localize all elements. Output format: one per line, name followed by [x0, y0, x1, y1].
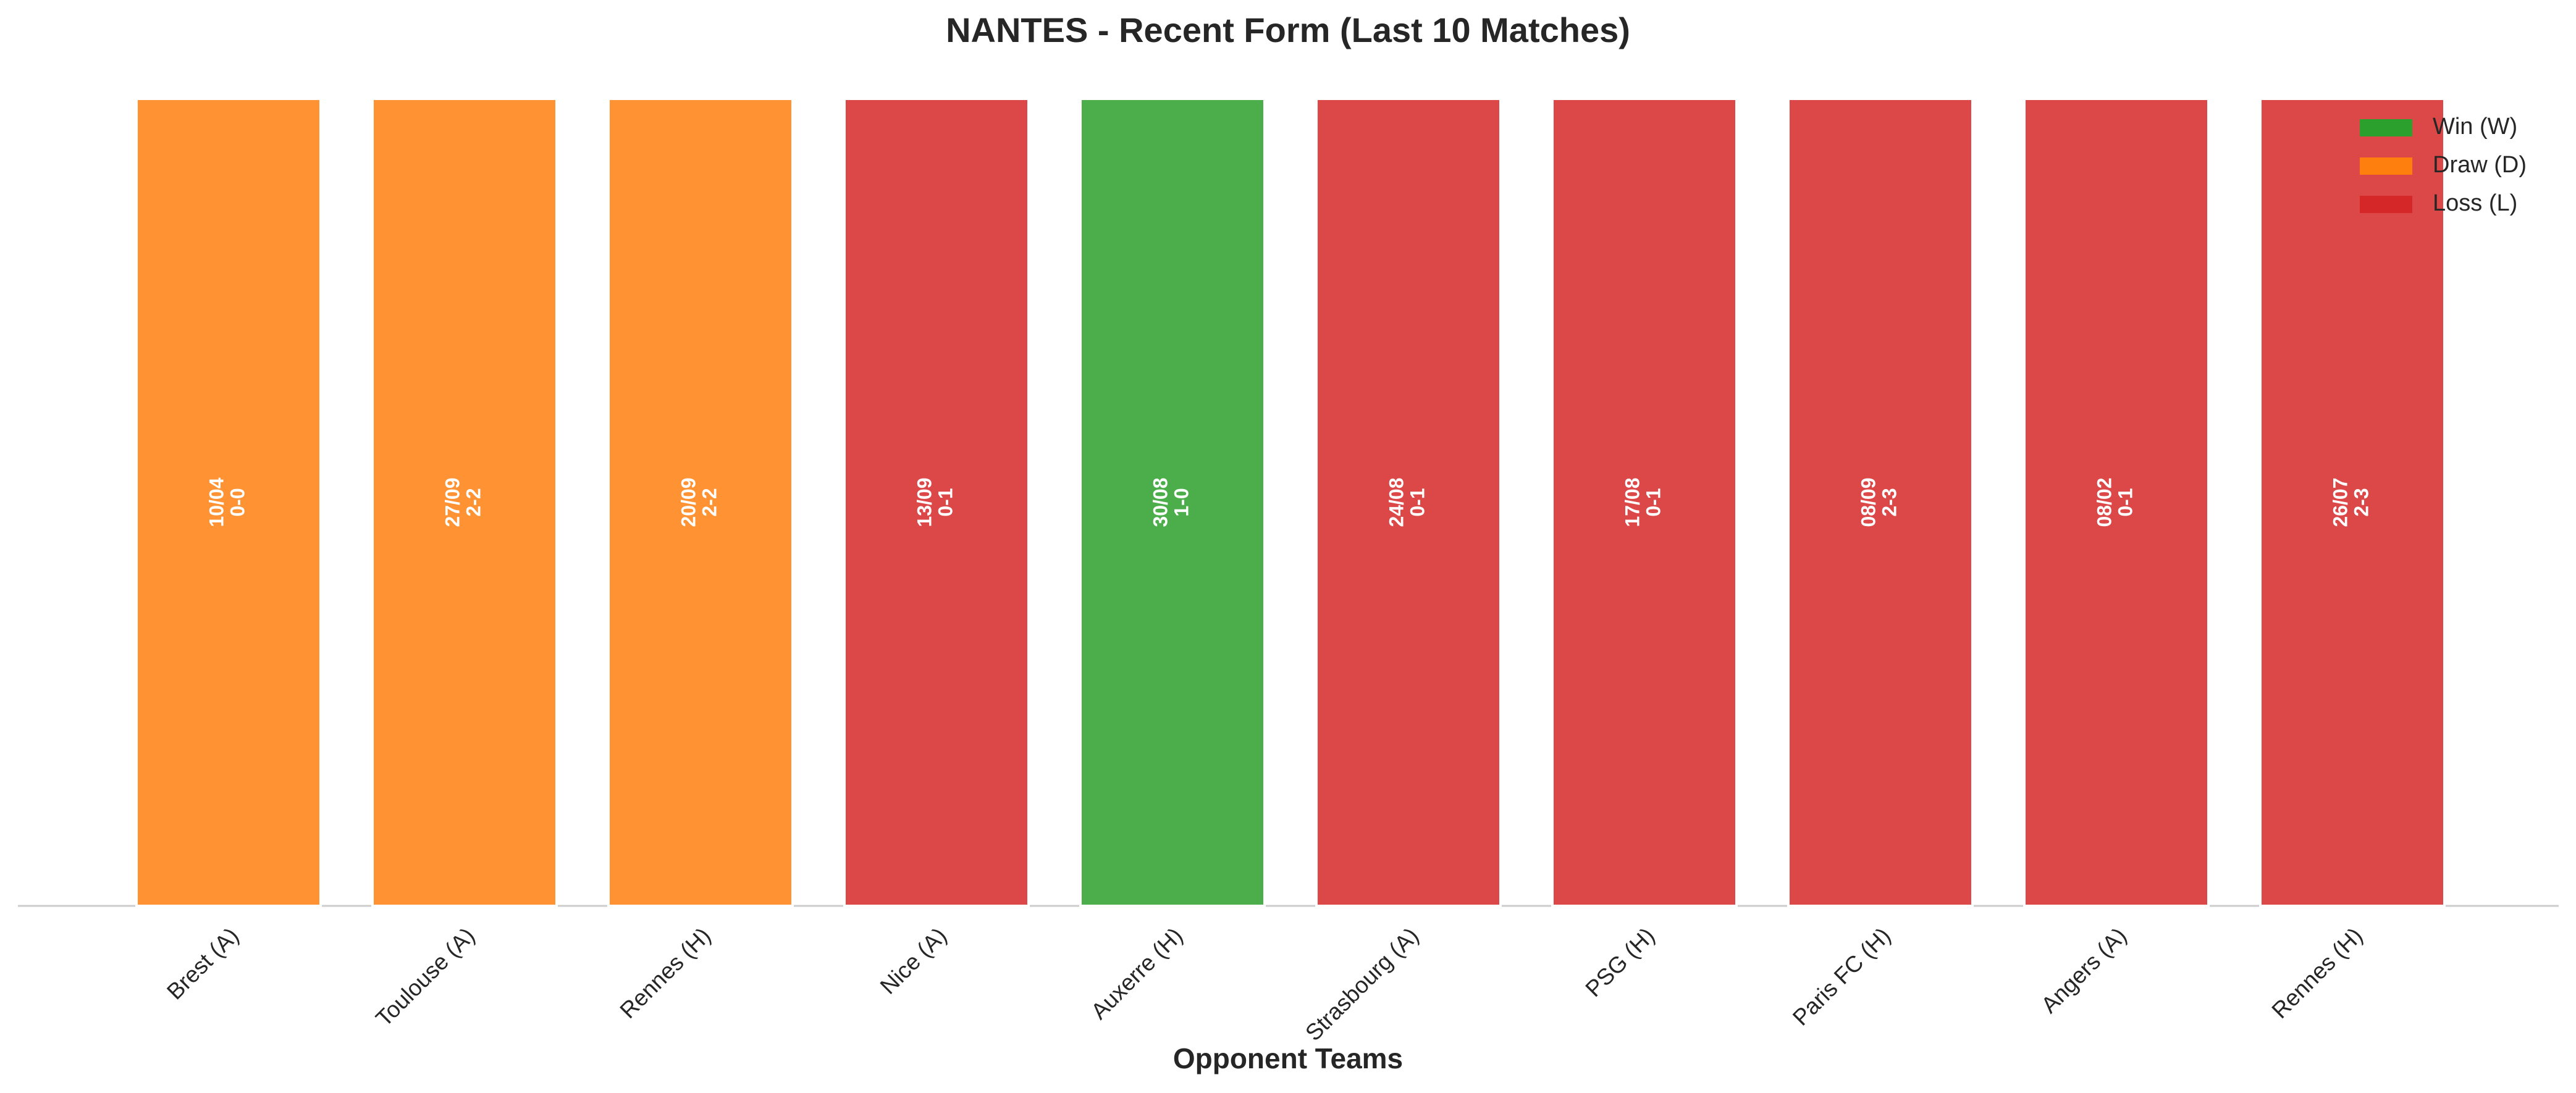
- x-tick-label: Toulouse (A): [371, 923, 479, 1031]
- legend-swatch: [2360, 196, 2412, 213]
- bar-date-label: 17/08: [1621, 477, 1643, 527]
- legend-label: Draw (D): [2433, 152, 2527, 178]
- x-tick-label: Auxerre (H): [1086, 923, 1187, 1024]
- bar: [2259, 98, 2446, 907]
- bar: [843, 98, 1030, 907]
- bar: [371, 98, 558, 907]
- bar-date-label: 27/09: [441, 477, 463, 527]
- bar-score-label: 2-3: [1878, 488, 1900, 516]
- bar: [607, 98, 794, 907]
- bar: [1315, 98, 1502, 907]
- x-tick-label: PSG (H): [1580, 923, 1659, 1002]
- bar-score-label: 2-2: [698, 488, 720, 516]
- bar-score-label: 1-0: [1170, 488, 1192, 516]
- bar-score-label: 0-0: [226, 488, 248, 516]
- chart-title: NANTES - Recent Form (Last 10 Matches): [946, 10, 1630, 49]
- bar-date-label: 13/09: [913, 477, 935, 527]
- bar-date-label: 24/08: [1385, 477, 1407, 527]
- bar-score-label: 2-2: [462, 488, 484, 516]
- bar-score-label: 0-1: [2114, 488, 2136, 516]
- bar-date-label: 26/07: [2329, 477, 2351, 527]
- legend-swatch: [2360, 119, 2412, 136]
- x-tick-label: Brest (A): [162, 923, 243, 1004]
- x-axis-label: Opponent Teams: [1173, 1042, 1403, 1074]
- bar-score-label: 0-1: [1406, 488, 1428, 516]
- bar: [2023, 98, 2210, 907]
- x-tick-label: Strasbourg (A): [1300, 923, 1423, 1045]
- x-tick-label: Paris FC (H): [1788, 923, 1895, 1030]
- bar: [1551, 98, 1738, 907]
- legend-swatch: [2360, 157, 2412, 175]
- x-tick-label: Angers (A): [2036, 923, 2131, 1018]
- legend-label: Loss (L): [2433, 190, 2517, 216]
- bar: [135, 98, 322, 907]
- bar-score-label: 0-1: [934, 488, 956, 516]
- legend-label: Win (W): [2433, 114, 2517, 140]
- bar-date-label: 30/08: [1149, 477, 1171, 527]
- x-tick-label: Rennes (H): [2267, 923, 2368, 1023]
- x-tick-label: Nice (A): [875, 923, 951, 999]
- bar: [1787, 98, 1974, 907]
- bar-date-label: 10/04: [205, 477, 227, 527]
- bar-date-label: 20/09: [677, 477, 699, 527]
- bar-score-label: 0-1: [1642, 488, 1664, 516]
- bar-date-label: 08/02: [2093, 477, 2115, 527]
- x-tick-label: Rennes (H): [615, 923, 716, 1023]
- bar-score-label: 2-3: [2350, 488, 2372, 516]
- bar: [1079, 98, 1266, 907]
- bar-date-label: 08/09: [1857, 477, 1879, 527]
